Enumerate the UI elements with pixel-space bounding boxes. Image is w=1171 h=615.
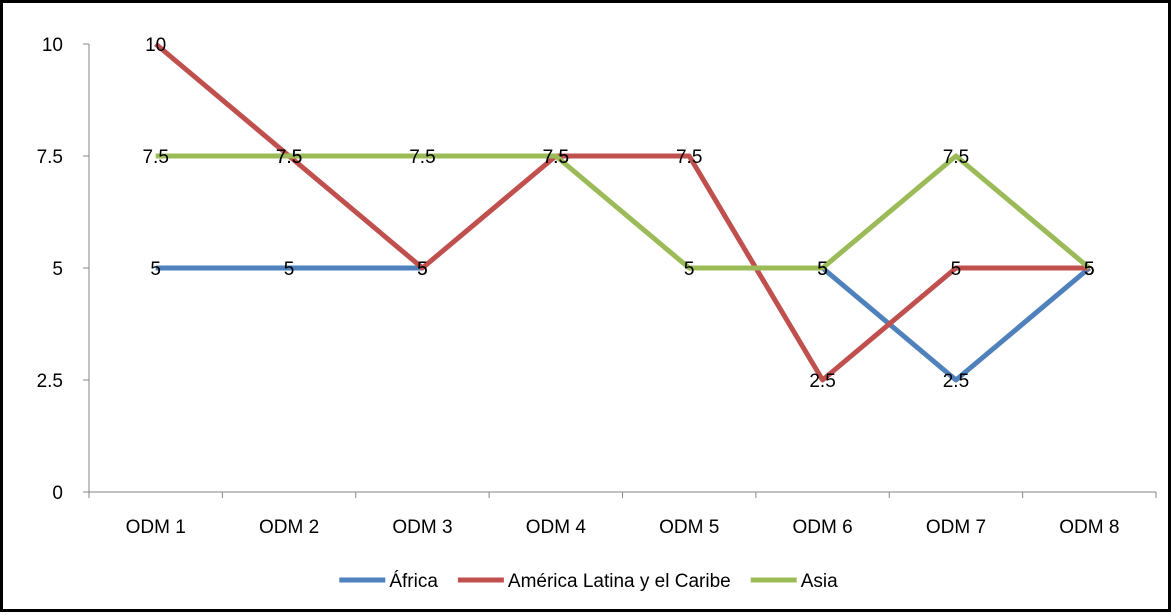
data-label-america-latina-y-el-caribe: 7.5 xyxy=(276,147,302,168)
axes: 0 2.5 5 7.5 10 ODM 1 ODM 2 ODM 3 ODM 4 ODM 5 ODM 6… xyxy=(37,35,1157,538)
data-label-africa: 5 xyxy=(817,259,828,280)
data-label-asia: 7.5 xyxy=(943,147,969,168)
data-label-america-latina-y-el-caribe: 7.5 xyxy=(543,147,569,168)
x-tick-label: ODM 7 xyxy=(926,517,986,538)
data-label-america-latina-y-el-caribe: 5 xyxy=(1084,259,1095,280)
data-label-asia: 7.5 xyxy=(276,147,302,168)
data-label-africa: 5 xyxy=(150,259,161,280)
data-label-africa: 5 xyxy=(417,259,428,280)
x-tick-label: ODM 2 xyxy=(259,517,319,538)
legend-label-america-latina-y-el-caribe: América Latina y el Caribe xyxy=(508,571,731,592)
x-tick-label: ODM 1 xyxy=(126,517,186,538)
data-label-america-latina-y-el-caribe: 5 xyxy=(951,259,962,280)
x-tick-label: ODM 5 xyxy=(659,517,719,538)
y-tick-label: 7.5 xyxy=(37,147,63,168)
y-tick-label: 0 xyxy=(52,483,63,504)
data-label-america-latina-y-el-caribe: 10 xyxy=(145,35,166,56)
x-tick-label: ODM 6 xyxy=(792,517,852,538)
data-label-asia: 7.5 xyxy=(543,147,569,168)
series-line-asia xyxy=(155,153,1091,271)
data-label-asia: 5 xyxy=(684,259,695,280)
y-tick-label: 5 xyxy=(52,259,63,280)
x-tick-label: ODM 8 xyxy=(1059,517,1119,538)
data-label-asia: 7.5 xyxy=(142,147,168,168)
data-label-asia: 5 xyxy=(1084,259,1095,280)
data-label-africa: 2.5 xyxy=(943,371,969,392)
data-label-america-latina-y-el-caribe: 2.5 xyxy=(809,371,835,392)
y-tick-label: 2.5 xyxy=(37,371,63,392)
legend-label-africa: África xyxy=(389,571,438,592)
data-label-asia: 5 xyxy=(817,259,828,280)
series-lines xyxy=(154,42,1091,383)
data-label-africa: 5 xyxy=(1084,259,1095,280)
legend: África América Latina y el Caribe Asia xyxy=(339,571,838,592)
data-label-america-latina-y-el-caribe: 5 xyxy=(417,259,428,280)
data-label-america-latina-y-el-caribe: 7.5 xyxy=(676,147,702,168)
x-tick-label: ODM 3 xyxy=(392,517,452,538)
data-label-africa: 5 xyxy=(284,259,295,280)
legend-label-asia: Asia xyxy=(801,571,838,592)
data-label-asia: 7.5 xyxy=(409,147,435,168)
y-tick-label: 10 xyxy=(42,35,63,56)
line-chart: 0 2.5 5 7.5 10 ODM 1 ODM 2 ODM 3 ODM 4 ODM 5 ODM 6… xyxy=(37,35,1157,592)
x-tick-label: ODM 4 xyxy=(526,517,587,538)
series-line-africa xyxy=(820,266,1091,383)
series-line-america-latina-y-el-caribe xyxy=(154,42,1090,383)
